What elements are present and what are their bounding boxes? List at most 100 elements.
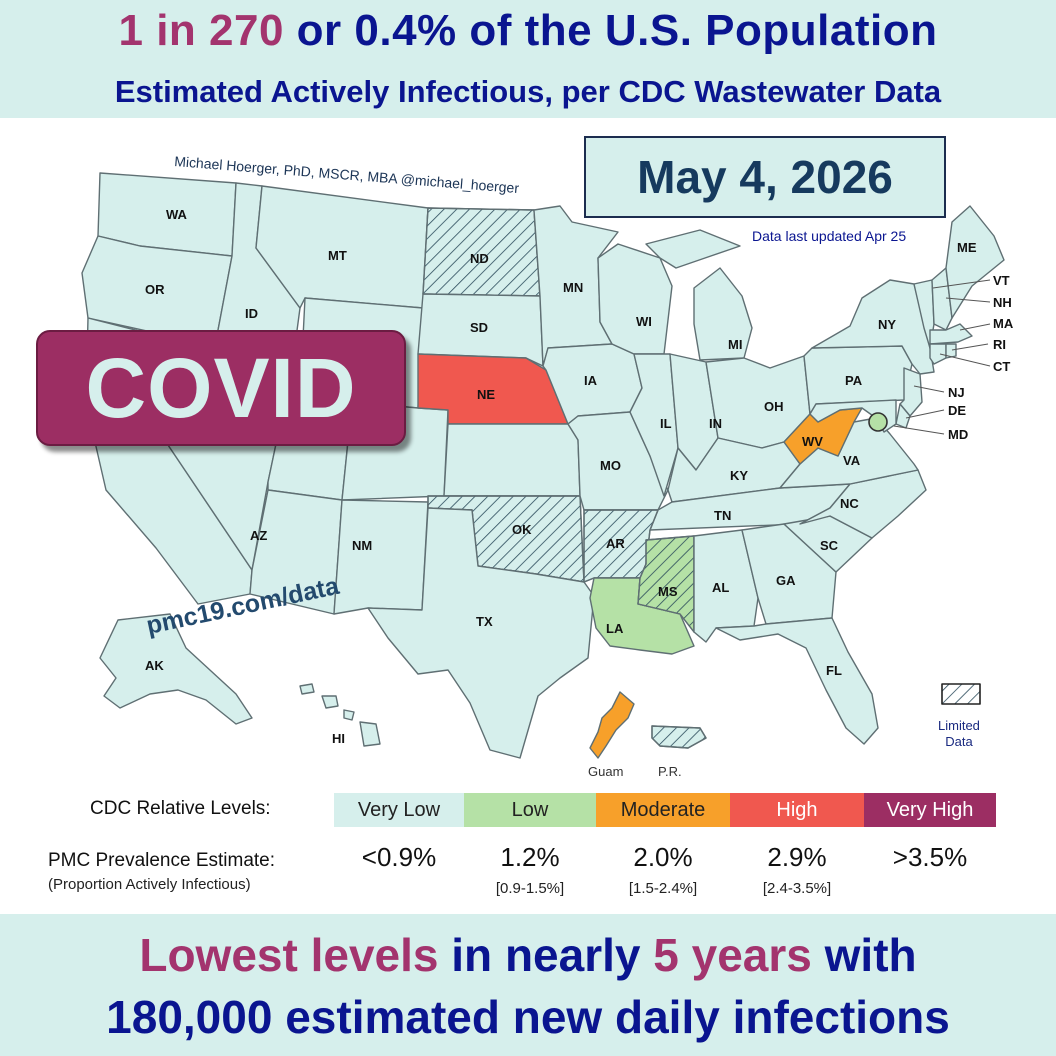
legend-high: High xyxy=(730,793,864,827)
guam-label: Guam xyxy=(588,764,624,779)
legend-very-low-label: Very Low xyxy=(357,798,441,821)
legend-very-high: Very High xyxy=(864,793,996,827)
label-MI: MI xyxy=(728,337,742,352)
label-WA: WA xyxy=(166,207,188,222)
prevalence-pct-high: 2.9% xyxy=(767,842,827,872)
data-updated-note: Data last updated Apr 25 xyxy=(752,228,907,244)
prevalence-range-moderate: [1.5-2.4%] xyxy=(628,880,698,897)
label-AK: AK xyxy=(145,658,164,673)
label-SD: SD xyxy=(470,320,488,335)
prevalence-pct-low: 1.2% xyxy=(500,842,560,872)
limited-data-swatch xyxy=(941,683,981,705)
label-ND: ND xyxy=(470,251,489,266)
territory-guam xyxy=(589,691,635,759)
label-ID: ID xyxy=(245,306,258,321)
us-map: WA OR ID MT ND SD NE MN WI MI IA IL IN O… xyxy=(81,172,1014,759)
legend-moderate-label: Moderate xyxy=(620,798,706,821)
prevalence-pct-very-high: >3.5% xyxy=(892,842,968,872)
label-ME: ME xyxy=(957,240,977,255)
leader-lines xyxy=(893,279,991,435)
footer-in-nearly: in nearly xyxy=(438,929,654,981)
label-OK: OK xyxy=(512,522,532,537)
footer-lowest-levels: Lowest levels xyxy=(139,929,439,981)
label-OH: OH xyxy=(764,399,784,414)
limited-data-line2: Data xyxy=(945,734,973,749)
label-NE: NE xyxy=(477,387,495,402)
legend-high-label: High xyxy=(776,798,818,821)
state-MD xyxy=(809,399,897,433)
label-NC: NC xyxy=(840,496,859,511)
state-NC xyxy=(799,469,927,539)
limited-data-line1: Limited xyxy=(938,718,980,733)
state-AK xyxy=(99,613,253,725)
label-TN: TN xyxy=(714,508,731,523)
label-MO: MO xyxy=(600,458,621,473)
territory-pr-hatch xyxy=(651,725,707,749)
headline: 1 in 270 or 0.4% of the U.S. Population xyxy=(0,6,1056,56)
state-NH xyxy=(931,267,953,331)
legend-low-label: Low xyxy=(511,798,549,821)
covid-badge: COVID xyxy=(36,330,406,446)
prevalence-subtitle: (Proportion Actively Infectious) xyxy=(48,876,251,893)
state-FL xyxy=(715,617,879,745)
label-RI: RI xyxy=(993,337,1006,352)
prevalence-range-high: [2.4-3.5%] xyxy=(762,880,832,897)
label-AL: AL xyxy=(712,580,729,595)
footer-line-2: 180,000 estimated new daily infections xyxy=(106,991,950,1043)
state-MO xyxy=(567,411,669,511)
state-CT xyxy=(929,343,947,365)
label-IA: IA xyxy=(584,373,598,388)
prevalence-range-low: [0.9-1.5%] xyxy=(495,880,565,897)
label-WV: WV xyxy=(802,434,823,449)
header-band xyxy=(0,0,1056,118)
state-SD xyxy=(417,293,544,367)
state-NM xyxy=(333,499,429,615)
label-SC: SC xyxy=(820,538,839,553)
legend-very-high-label: Very High xyxy=(886,798,974,821)
label-NY: NY xyxy=(878,317,896,332)
state-ME xyxy=(945,205,1005,319)
state-labels: WA OR ID MT ND SD NE MN WI MI IA IL IN O… xyxy=(145,207,1014,746)
limited-data-label: Limited Data xyxy=(938,718,980,750)
legend-moderate: Moderate xyxy=(596,793,730,827)
label-NJ: NJ xyxy=(948,385,965,400)
label-VA: VA xyxy=(843,453,861,468)
state-RI xyxy=(945,343,957,359)
label-MN: MN xyxy=(563,280,583,295)
label-CT: CT xyxy=(993,359,1010,374)
label-MT: MT xyxy=(328,248,347,263)
state-DC xyxy=(868,412,888,432)
label-PA: PA xyxy=(845,373,863,388)
footer-five-years: 5 years xyxy=(653,929,812,981)
prevalence-pct-very-low: <0.9% xyxy=(361,842,437,872)
label-FL: FL xyxy=(826,663,842,678)
date-box: May 4, 2026 xyxy=(584,136,946,218)
state-HI xyxy=(299,683,381,747)
subheadline: Estimated Actively Infectious, per CDC W… xyxy=(114,74,942,109)
label-WI: WI xyxy=(636,314,652,329)
label-KY: KY xyxy=(730,468,748,483)
state-MI xyxy=(645,229,753,361)
label-AZ: AZ xyxy=(250,528,267,543)
prevalence-pct-moderate: 2.0% xyxy=(633,842,693,872)
label-LA: LA xyxy=(606,621,624,636)
label-TX: TX xyxy=(476,614,493,629)
state-WI xyxy=(597,243,673,355)
label-VT: VT xyxy=(993,273,1010,288)
label-GA: GA xyxy=(776,573,796,588)
label-IL: IL xyxy=(660,416,672,431)
label-MS: MS xyxy=(658,584,678,599)
label-NH: NH xyxy=(993,295,1012,310)
covid-badge-text: COVID xyxy=(85,340,357,435)
label-MA: MA xyxy=(993,316,1014,331)
label-IN: IN xyxy=(709,416,722,431)
label-MD: MD xyxy=(948,427,968,442)
label-DE: DE xyxy=(948,403,966,418)
state-TX xyxy=(367,507,595,759)
headline-ratio: 1 in 270 xyxy=(118,6,284,55)
label-OR: OR xyxy=(145,282,165,297)
label-NM: NM xyxy=(352,538,372,553)
legend-low: Low xyxy=(464,793,596,827)
label-HI: HI xyxy=(332,731,345,746)
legend-title: CDC Relative Levels: xyxy=(90,798,271,819)
